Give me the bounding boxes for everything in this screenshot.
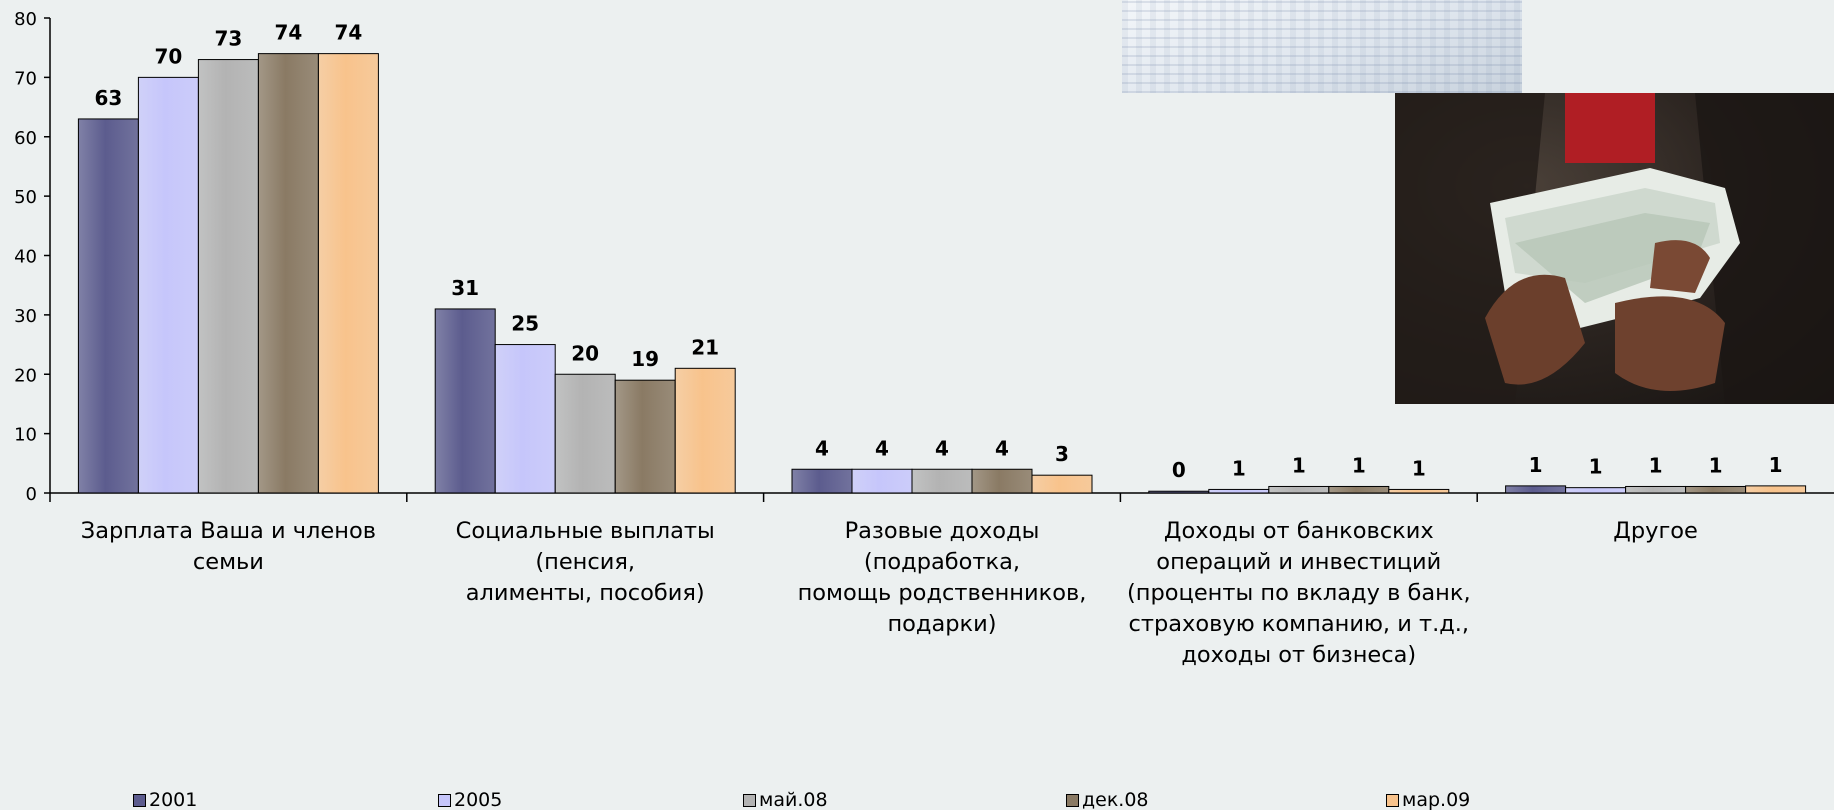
category-label-line: помощь родственников, bbox=[764, 578, 1121, 609]
category-label-line: подарки) bbox=[764, 609, 1121, 640]
legend-swatch bbox=[743, 794, 756, 807]
legend-label: 2001 bbox=[149, 789, 197, 810]
category-label: Разовые доходы (подработка, помощь родств… bbox=[764, 516, 1121, 640]
legend-label: мар.09 bbox=[1402, 789, 1470, 810]
legend-swatch bbox=[438, 794, 451, 807]
bar bbox=[1626, 486, 1686, 493]
data-label: 73 bbox=[214, 27, 242, 51]
legend-swatch bbox=[133, 794, 146, 807]
data-label: 0 bbox=[1172, 458, 1186, 482]
bar bbox=[1329, 486, 1389, 493]
bar bbox=[972, 469, 1032, 493]
bar bbox=[435, 309, 495, 493]
data-label: 74 bbox=[274, 21, 302, 45]
legend-item: май.08 bbox=[743, 789, 828, 810]
category-label-line: (проценты по вкладу в банк, bbox=[1120, 578, 1477, 609]
bar bbox=[495, 345, 555, 493]
bar bbox=[852, 469, 912, 493]
category-label-line: Зарплата Ваша и членов семьи bbox=[50, 516, 407, 578]
y-tick-label: 80 bbox=[14, 9, 37, 30]
data-label: 1 bbox=[1292, 453, 1306, 477]
y-tick-label: 70 bbox=[14, 68, 37, 89]
category-label-line: Социальные выплаты (пенсия, bbox=[407, 516, 764, 578]
legend-label: 2005 bbox=[454, 789, 502, 810]
data-label: 1 bbox=[1352, 453, 1366, 477]
bar bbox=[912, 469, 972, 493]
data-label: 3 bbox=[1055, 442, 1069, 466]
data-label: 1 bbox=[1529, 453, 1543, 477]
legend-swatch bbox=[1066, 794, 1079, 807]
category-label-line: алименты, пособия) bbox=[407, 578, 764, 609]
data-label: 1 bbox=[1709, 453, 1723, 477]
data-label: 1 bbox=[1412, 456, 1426, 480]
bar bbox=[1686, 486, 1746, 493]
data-label: 19 bbox=[631, 347, 659, 371]
legend-item: 2001 bbox=[133, 789, 197, 810]
category-label: Другое bbox=[1477, 516, 1834, 547]
legend-item: дек.08 bbox=[1066, 789, 1149, 810]
legend-item: мар.09 bbox=[1386, 789, 1470, 810]
data-label: 25 bbox=[511, 312, 539, 336]
legend-swatch bbox=[1386, 794, 1399, 807]
y-tick-label: 60 bbox=[14, 128, 37, 149]
category-label: Зарплата Ваша и членов семьи bbox=[50, 516, 407, 578]
bar bbox=[1506, 486, 1566, 493]
y-tick-label: 0 bbox=[26, 484, 37, 505]
data-label: 21 bbox=[691, 335, 719, 359]
bar bbox=[555, 374, 615, 493]
data-label: 4 bbox=[815, 436, 829, 460]
data-label: 1 bbox=[1649, 453, 1663, 477]
bar bbox=[138, 77, 198, 493]
legend-label: май.08 bbox=[759, 789, 828, 810]
data-label: 31 bbox=[451, 276, 479, 300]
y-tick-label: 20 bbox=[14, 365, 37, 386]
category-label-line: страховую компанию, и т.д., bbox=[1120, 609, 1477, 640]
category-label-line: доходы от бизнеса) bbox=[1120, 640, 1477, 671]
bar bbox=[1566, 488, 1626, 493]
legend-label: дек.08 bbox=[1082, 789, 1149, 810]
data-label: 4 bbox=[995, 436, 1009, 460]
bar bbox=[615, 380, 675, 493]
bar bbox=[675, 368, 735, 493]
category-label-line: Другое bbox=[1477, 516, 1834, 547]
bar bbox=[318, 54, 378, 493]
bar bbox=[1209, 489, 1269, 493]
data-label: 70 bbox=[154, 44, 182, 68]
category-label-line: операций и инвестиций bbox=[1120, 547, 1477, 578]
bar bbox=[1269, 486, 1329, 493]
category-label-line: Доходы от банковских bbox=[1120, 516, 1477, 547]
category-label: Социальные выплаты (пенсия, алименты, пос… bbox=[407, 516, 764, 609]
bar bbox=[1746, 486, 1806, 493]
legend-item: 2005 bbox=[438, 789, 502, 810]
data-label: 74 bbox=[334, 21, 362, 45]
bar bbox=[1032, 475, 1092, 493]
data-label: 4 bbox=[935, 436, 949, 460]
bar bbox=[1389, 489, 1449, 493]
data-label: 1 bbox=[1232, 456, 1246, 480]
y-tick-label: 40 bbox=[14, 247, 37, 268]
y-tick-label: 10 bbox=[14, 425, 37, 446]
data-label: 20 bbox=[571, 341, 599, 365]
bar bbox=[792, 469, 852, 493]
y-tick-label: 50 bbox=[14, 187, 37, 208]
y-tick-label: 30 bbox=[14, 306, 37, 327]
bar bbox=[78, 119, 138, 493]
bar bbox=[1149, 491, 1209, 493]
category-label: Доходы от банковских операций и инвестици… bbox=[1120, 516, 1477, 671]
data-label: 63 bbox=[94, 86, 122, 110]
category-label-line: Разовые доходы (подработка, bbox=[764, 516, 1121, 578]
bar bbox=[258, 54, 318, 493]
data-label: 1 bbox=[1589, 455, 1603, 479]
data-label: 1 bbox=[1769, 453, 1783, 477]
data-label: 4 bbox=[875, 436, 889, 460]
bar bbox=[198, 60, 258, 493]
